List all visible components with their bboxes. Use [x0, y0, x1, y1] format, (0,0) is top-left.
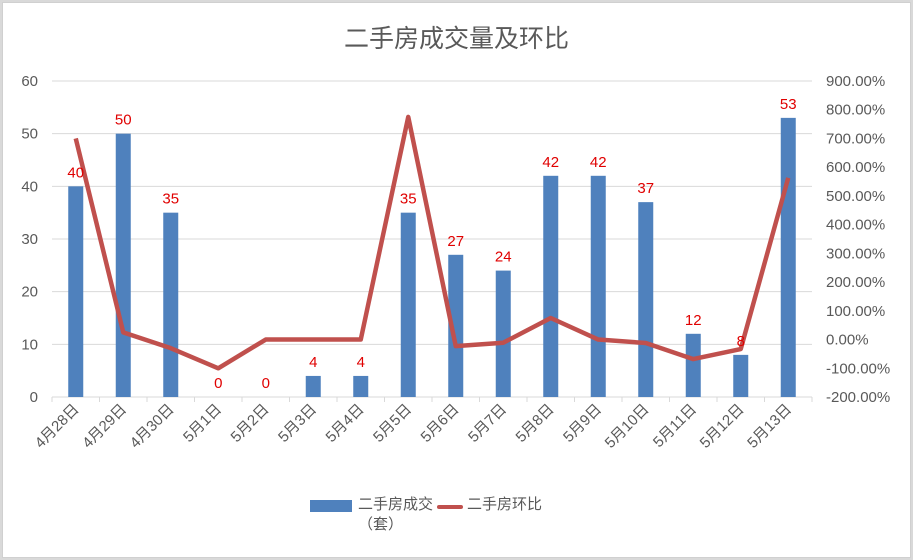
x-category-label: 5月13日 [744, 401, 795, 452]
y-left-tick: 60 [21, 73, 38, 90]
ratio-line [73, 114, 791, 371]
bar [353, 375, 369, 397]
y-right-tick: 0.00% [826, 332, 869, 349]
data-label: 4 [357, 354, 365, 371]
data-label: 12 [685, 312, 702, 329]
y-right-tick: 300.00% [826, 245, 885, 262]
bar [685, 333, 701, 397]
x-category-label: 5月5日 [370, 401, 415, 446]
legend-bar-label-unit: （套） [358, 515, 404, 533]
x-category-label: 5月8日 [513, 401, 558, 446]
data-label: 42 [590, 154, 607, 171]
y-right-tick: 900.00% [826, 73, 885, 90]
data-label: 40 [67, 164, 84, 181]
chart-title: 二手房成交量及环比 [343, 24, 569, 53]
x-category-label: 5月6日 [418, 401, 463, 446]
data-label: 4 [309, 354, 317, 371]
y-right-tick: -200.00% [826, 389, 890, 406]
x-category-label: 4月29日 [79, 401, 130, 452]
x-category-label: 4月30日 [127, 401, 178, 452]
y-left-tick: 20 [21, 284, 38, 301]
x-category-label: 5月7日 [465, 401, 510, 446]
x-category-label: 5月4日 [323, 401, 368, 446]
y-right-tick: 200.00% [826, 274, 885, 291]
x-category-label: 5月1日 [180, 401, 225, 446]
y-right-tick: -100.00% [826, 360, 890, 377]
bar [163, 212, 179, 397]
y-left-tick: 40 [21, 178, 38, 195]
bar [400, 212, 416, 397]
data-label: 0 [214, 375, 222, 392]
y-right-tick: 600.00% [826, 159, 885, 176]
data-label: 35 [162, 191, 179, 208]
data-label: 35 [400, 191, 417, 208]
data-label: 42 [542, 154, 559, 171]
legend-line-swatch-icon [437, 505, 464, 509]
x-category-label: 5月12日 [697, 401, 748, 452]
bar [638, 202, 654, 397]
bar [780, 117, 796, 397]
data-label: 53 [780, 96, 797, 113]
legend-line-label: 二手房环比 [467, 495, 543, 513]
x-category-label: 4月28日 [32, 401, 83, 452]
y-left-tick: 10 [21, 336, 38, 353]
data-label: 0 [262, 375, 270, 392]
x-category-label: 5月9日 [560, 401, 605, 446]
data-label: 37 [637, 180, 654, 197]
x-category-label: 5月11日 [650, 401, 700, 451]
y-right-tick: 500.00% [826, 188, 885, 205]
bar [68, 186, 84, 397]
y-left-tick: 0 [30, 389, 38, 406]
y-right-tick: 100.00% [826, 303, 885, 320]
y-left-tick: 30 [21, 231, 38, 248]
data-label: 27 [447, 233, 464, 250]
legend-bar-swatch-icon [310, 500, 352, 512]
data-label: 50 [115, 112, 132, 129]
x-category-label: 5月10日 [602, 401, 653, 452]
x-category-label: 5月2日 [228, 401, 273, 446]
y-right-tick: 400.00% [826, 217, 885, 234]
legend-bar-label: 二手房成交 [358, 495, 434, 513]
bar [495, 270, 511, 397]
bar [448, 254, 464, 397]
bar [305, 375, 321, 397]
y-right-tick: 800.00% [826, 102, 885, 119]
bar [543, 175, 559, 397]
x-category-label: 5月3日 [275, 401, 320, 446]
data-label: 8 [737, 333, 745, 350]
data-label: 24 [495, 249, 512, 266]
legend: 二手房成交 （套） 二手房环比 [310, 494, 542, 534]
legend-item-bar: 二手房成交 （套） [310, 494, 433, 534]
legend-item-line: 二手房环比 [433, 494, 542, 514]
bar [115, 133, 131, 397]
y-right-tick: 700.00% [826, 130, 885, 147]
y-left-tick: 50 [21, 126, 38, 143]
bar [733, 354, 749, 397]
bar [590, 175, 606, 397]
